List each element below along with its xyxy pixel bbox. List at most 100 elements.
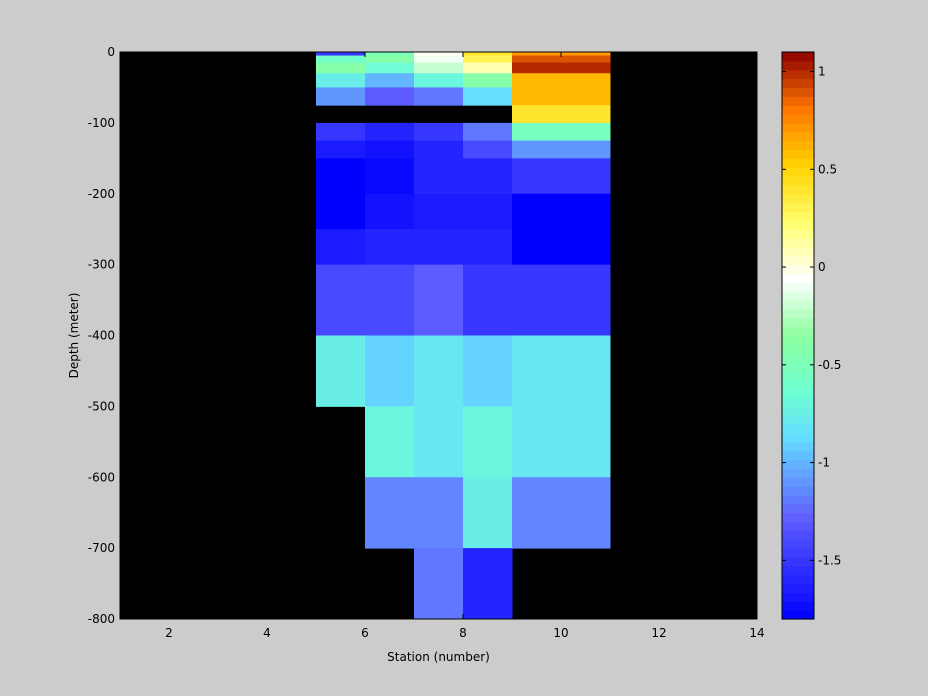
- heatmap-cell: [316, 264, 366, 336]
- colorbar-band: [782, 69, 814, 80]
- colorbar-band: [782, 379, 814, 390]
- colorbar-tick-label: 0: [818, 260, 826, 274]
- heatmap-cell: [414, 73, 464, 88]
- heatmap-cell: [365, 62, 415, 74]
- x-axis-label: Station (number): [387, 650, 490, 664]
- heatmap-cell: [512, 87, 611, 106]
- colorbar-band: [782, 52, 814, 62]
- heatmap-cell: [316, 52, 366, 57]
- heatmap-cell: [512, 158, 611, 195]
- x-tick-label: 8: [459, 626, 467, 640]
- colorbar-tick-label: 0.5: [818, 162, 837, 176]
- colorbar-band: [782, 184, 814, 195]
- colorbar-band: [782, 96, 814, 106]
- y-tick-label: -300: [88, 258, 115, 272]
- heatmap-cell: [414, 122, 464, 142]
- heatmap-cell: [316, 55, 366, 64]
- colorbar-band: [782, 574, 814, 585]
- colorbar-band: [782, 114, 814, 124]
- heatmap-cell: [365, 73, 415, 88]
- colorbar-band: [782, 273, 814, 283]
- y-axis-ticks: 0 -100 -200 -300 -400 -500 -600 -700 -800: [88, 45, 757, 626]
- heatmap-cell: [414, 62, 464, 74]
- heatmap-cell: [414, 52, 464, 57]
- heatmap-cell: [365, 87, 415, 106]
- heatmap-cell: [463, 55, 513, 64]
- heatmap-cell: [414, 140, 464, 159]
- plot-area: 2 4 6 8 10 12 14 0 -100 -200 -300 -400 -500 -600 -700…: [88, 45, 765, 640]
- colorbar-band: [782, 291, 814, 301]
- colorbar-bands: [782, 52, 814, 620]
- x-tick-label: 6: [361, 626, 369, 640]
- colorbar-band: [782, 450, 814, 461]
- heatmap-cell: [365, 229, 415, 266]
- colorbar-band: [782, 424, 814, 434]
- colorbar-band: [782, 317, 814, 328]
- heatmap-cell: [512, 140, 611, 159]
- colorbar-band: [782, 503, 814, 514]
- colorbar-band: [782, 220, 814, 230]
- colorbar-band: [782, 158, 814, 168]
- colorbar-band: [782, 441, 814, 452]
- colorbar-band: [782, 131, 814, 142]
- heatmap-cell: [512, 105, 611, 124]
- y-tick-label: -700: [88, 541, 115, 555]
- colorbar-band: [782, 335, 814, 345]
- heatmap-cells: [316, 52, 611, 620]
- heatmap-cell: [365, 158, 415, 195]
- colorbar-band: [782, 548, 814, 558]
- y-tick-label: 0: [107, 45, 115, 59]
- colorbar-band: [782, 406, 814, 416]
- colorbar-tick-label: -1.5: [818, 553, 841, 567]
- colorbar-band: [782, 397, 814, 407]
- y-axis-label: Depth (meter): [67, 293, 81, 379]
- heatmap-cell: [512, 193, 611, 230]
- y-tick-label: -800: [88, 612, 115, 626]
- colorbar-band: [782, 211, 814, 221]
- colorbar-band: [782, 565, 814, 576]
- colorbar-band: [782, 601, 814, 611]
- y-tick-label: -500: [88, 399, 115, 413]
- heatmap-cell: [316, 122, 366, 142]
- heatmap-cell: [414, 335, 464, 407]
- colorbar-band: [782, 539, 814, 549]
- colorbar-band: [782, 87, 814, 97]
- heatmap-cell: [414, 55, 464, 64]
- colorbar-band: [782, 362, 814, 372]
- colorbar-tick-label: -0.5: [818, 358, 841, 372]
- colorbar-band: [782, 486, 814, 496]
- colorbar-band: [782, 459, 814, 469]
- colorbar-band: [782, 610, 814, 620]
- heatmap-cell: [463, 229, 513, 266]
- colorbar-band: [782, 193, 814, 204]
- colorbar-band: [782, 494, 814, 505]
- colorbar: 1 0.5 0 -0.5 -1 -1.5: [781, 51, 841, 620]
- heatmap-cell: [414, 87, 464, 106]
- colorbar-band: [782, 530, 814, 540]
- y-tick-label: -200: [88, 187, 115, 201]
- colorbar-band: [782, 202, 814, 213]
- heatmap-cell: [512, 477, 611, 549]
- colorbar-band: [782, 282, 814, 292]
- colorbar-band: [782, 78, 814, 89]
- heatmap-cell: [316, 193, 366, 230]
- heatmap-cell: [463, 477, 513, 549]
- heatmap-cell: [512, 264, 611, 336]
- heatmap-cell: [463, 73, 513, 88]
- heatmap-cell: [414, 229, 464, 266]
- heatmap-cell: [365, 52, 415, 57]
- heatmap-cell: [414, 158, 464, 195]
- colorbar-band: [782, 415, 814, 425]
- colorbar-band: [782, 167, 814, 177]
- colorbar-band: [782, 583, 814, 594]
- colorbar-band: [782, 264, 814, 275]
- heatmap-cell: [365, 140, 415, 159]
- colorbar-band: [782, 353, 814, 363]
- heatmap-cell: [463, 62, 513, 74]
- heatmap-cell: [414, 477, 464, 549]
- heatmap-cell: [512, 62, 611, 74]
- heatmap-cell: [512, 55, 611, 64]
- colorbar-band: [782, 344, 814, 354]
- heatmap-cell: [512, 335, 611, 407]
